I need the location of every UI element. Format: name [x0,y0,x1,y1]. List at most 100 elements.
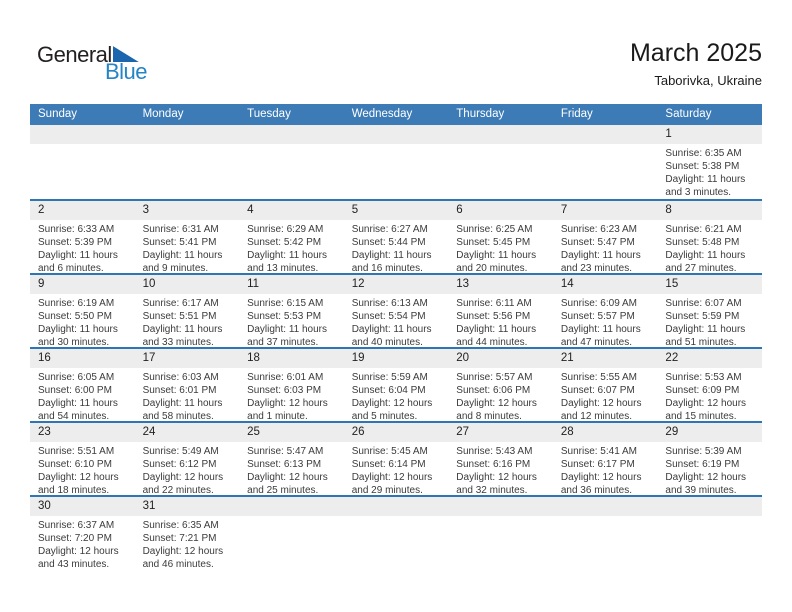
daylight-text-line2: and 47 minutes. [560,337,633,347]
day-details: Sunrise: 6:35 AM Sunset: 7:21 PM Daylight:… [135,516,240,569]
day-cell: 29 Sunrise: 5:39 AM Sunset: 6:19 PM Dayligh… [657,423,762,495]
day-number: 7 [552,201,658,220]
day-cell: 16 Sunrise: 6:05 AM Sunset: 6:00 PM Dayligh… [30,349,135,421]
sunrise-text: Sunrise: 5:55 AM [560,372,637,383]
daylight-text-line1: Daylight: 11 hours [38,250,118,261]
week-row: 30 Sunrise: 6:37 AM Sunset: 7:20 PM Dayligh… [30,495,762,569]
sunset-text: Sunset: 6:16 PM [456,459,531,470]
day-details: Sunrise: 5:55 AM Sunset: 6:07 PM Daylight:… [553,368,658,421]
daylight-text-line2: and 8 minutes. [456,411,522,421]
sunrise-text: Sunrise: 5:59 AM [351,372,428,383]
sunrise-text: Sunrise: 6:13 AM [351,298,428,309]
day-cell: 26 Sunrise: 5:45 AM Sunset: 6:14 PM Dayligh… [343,423,449,495]
daylight-text-line2: and 33 minutes. [142,337,214,347]
daylight-text-line2: and 46 minutes. [142,559,214,569]
day-details: Sunrise: 5:59 AM Sunset: 6:04 PM Daylight:… [344,368,449,421]
day-details: Sunrise: 5:51 AM Sunset: 6:10 PM Daylight:… [30,442,135,495]
day-details: Sunrise: 6:29 AM Sunset: 5:42 PM Daylight:… [239,220,344,273]
sunset-text: Sunset: 6:09 PM [665,385,740,396]
day-cell: 6 Sunrise: 6:25 AM Sunset: 5:45 PM Daylight… [448,201,553,273]
sunset-text: Sunset: 6:17 PM [560,459,635,470]
week-row: 1 Sunrise: 6:35 AM Sunset: 5:38 PM Daylight… [30,125,762,199]
sunrise-text: Sunrise: 6:17 AM [142,298,219,309]
logo-blue-label: Blue [104,59,148,84]
daylight-text-line2: and 40 minutes. [351,337,423,347]
day-number [239,125,344,144]
day-details: Sunrise: 5:47 AM Sunset: 6:13 PM Daylight:… [239,442,344,495]
sunset-text: Sunset: 6:14 PM [351,459,426,470]
logo-text-general: General [37,44,147,66]
day-number: 19 [343,349,449,368]
sunset-text: Sunset: 5:57 PM [560,311,635,322]
day-number: 13 [448,275,553,294]
daylight-text-line2: and 15 minutes. [665,411,737,421]
daylight-text-line2: and 36 minutes. [560,485,633,495]
day-cell: 5 Sunrise: 6:27 AM Sunset: 5:44 PM Daylight… [343,201,449,273]
weekday-header-sunday: Sunday [38,108,78,120]
day-cell: 9 Sunrise: 6:19 AM Sunset: 5:50 PM Daylight… [30,275,135,347]
sunrise-text: Sunrise: 6:37 AM [38,520,115,531]
weekday-header-monday: Monday [142,108,184,120]
day-number [448,125,553,144]
sunset-text: Sunset: 6:10 PM [38,459,112,470]
day-details: Sunrise: 5:45 AM Sunset: 6:14 PM Daylight:… [344,442,449,495]
day-details: Sunrise: 6:31 AM Sunset: 5:41 PM Daylight:… [135,220,240,273]
daylight-text-line1: Daylight: 11 hours [456,324,537,335]
day-number: 31 [134,497,240,516]
sunset-text: Sunset: 5:54 PM [351,311,426,322]
day-number: 21 [552,349,658,368]
day-cell: 31 Sunrise: 6:35 AM Sunset: 7:21 PM Dayligh… [134,497,240,569]
weekday-header-tuesday: Tuesday [247,108,291,120]
day-details: Sunrise: 6:05 AM Sunset: 6:00 PM Daylight:… [30,368,135,421]
sunset-text: Sunset: 5:47 PM [560,237,635,248]
daylight-text-line1: Daylight: 11 hours [560,324,641,335]
day-cell: 28 Sunrise: 5:41 AM Sunset: 6:17 PM Dayligh… [552,423,658,495]
daylight-text-line1: Daylight: 11 hours [665,250,746,261]
sunset-text: Sunset: 7:21 PM [142,533,217,544]
day-number: 14 [552,275,658,294]
day-cell: 24 Sunrise: 5:49 AM Sunset: 6:12 PM Dayligh… [134,423,240,495]
day-cell: 25 Sunrise: 5:47 AM Sunset: 6:13 PM Dayligh… [239,423,344,495]
day-number: 30 [30,497,135,516]
week-row: 9 Sunrise: 6:19 AM Sunset: 5:50 PM Daylight… [30,273,762,347]
day-number: 24 [134,423,240,442]
day-details: Sunrise: 6:01 AM Sunset: 6:03 PM Daylight:… [239,368,344,421]
day-number: 16 [30,349,135,368]
day-cell: 21 Sunrise: 5:55 AM Sunset: 6:07 PM Dayligh… [552,349,658,421]
day-number: 12 [343,275,449,294]
sunset-text: Sunset: 6:06 PM [456,385,531,396]
sunrise-text: Sunrise: 6:35 AM [142,520,219,531]
day-details: Sunrise: 5:41 AM Sunset: 6:17 PM Daylight:… [553,442,658,495]
day-cell: 8 Sunrise: 6:21 AM Sunset: 5:48 PM Daylight… [657,201,762,273]
daylight-text-line2: and 13 minutes. [247,263,319,273]
daylight-text-line1: Daylight: 12 hours [142,472,224,483]
sunset-text: Sunset: 5:45 PM [456,237,531,248]
sunrise-text: Sunrise: 5:45 AM [351,446,428,457]
sunrise-text: Sunrise: 5:41 AM [560,446,637,457]
sunrise-text: Sunrise: 5:51 AM [38,446,115,457]
logo-general-label: General [37,42,112,67]
day-details: Sunrise: 6:19 AM Sunset: 5:50 PM Daylight:… [30,294,135,347]
weekday-header-friday: Friday [560,108,593,120]
sunset-text: Sunset: 6:13 PM [247,459,322,470]
sunset-text: Sunset: 5:39 PM [38,237,112,248]
daylight-text-line2: and 39 minutes. [665,485,737,495]
daylight-text-line2: and 9 minutes. [142,263,209,273]
day-cell: 17 Sunrise: 6:03 AM Sunset: 6:01 PM Dayligh… [134,349,240,421]
sunrise-text: Sunrise: 5:39 AM [665,446,742,457]
empty-day-cell [30,125,135,199]
daylight-text-line2: and 18 minutes. [38,485,110,495]
sunrise-text: Sunrise: 6:11 AM [456,298,532,309]
day-number: 1 [657,125,762,144]
sunset-text: Sunset: 5:38 PM [665,161,740,172]
day-details: Sunrise: 6:09 AM Sunset: 5:57 PM Daylight:… [553,294,658,347]
day-cell: 4 Sunrise: 6:29 AM Sunset: 5:42 PM Daylight… [239,201,344,273]
daylight-text-line1: Daylight: 11 hours [456,250,537,261]
day-details: Sunrise: 6:23 AM Sunset: 5:47 PM Daylight:… [553,220,658,273]
daylight-text-line1: Daylight: 11 hours [665,174,746,185]
day-number [657,497,762,516]
daylight-text-line1: Daylight: 11 hours [560,250,641,261]
day-cell: 15 Sunrise: 6:07 AM Sunset: 5:59 PM Dayligh… [657,275,762,347]
day-number: 18 [239,349,344,368]
page-title: March 2025 [629,39,762,67]
